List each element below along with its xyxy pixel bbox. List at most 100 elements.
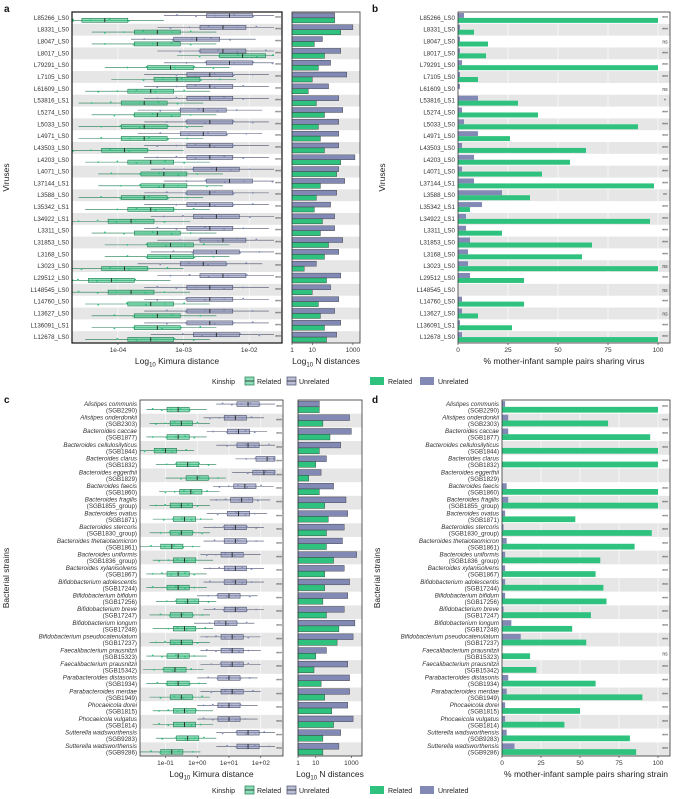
unrelated-share-bar [458,190,502,196]
x-tick-label: 1000 [344,760,359,767]
species-label: Sutterella wadsworthensis [427,729,499,736]
sgb-label: (SGB1934) [106,681,137,688]
unrelated-point [207,275,210,278]
related-point [191,545,194,548]
unrelated-point [143,38,146,41]
b-significance: *** [662,16,668,22]
d-significance: *** [662,487,668,493]
unrelated-point [194,73,197,76]
related-point [116,208,119,211]
unrelated-share-bar [458,142,462,148]
unrelated-point [235,718,237,721]
related-point [145,256,148,259]
related-count-bar [297,420,324,427]
unrelated-share-bar [502,688,507,695]
related-count-bar [297,584,325,591]
unrelated-count-bar [297,455,327,462]
a-significance: *** [275,158,281,164]
related-share-bar [458,136,510,142]
related-point [161,409,163,412]
related-point [154,641,157,644]
unrelated-point [236,622,239,625]
unrelated-share-bar [458,296,462,302]
unrelated-point [248,216,251,219]
x-tick-label: 1e-04 [110,347,127,354]
panel-label-a: a [4,4,10,15]
b-significance: *** [662,51,668,57]
unrelated-point [162,215,165,218]
legend-unrelated-bar-swatch [420,786,434,794]
related-point [174,436,177,438]
unrelated-point [175,155,178,158]
related-point [189,30,192,33]
unrelated-point [207,676,210,679]
species-label: Bacteroides thetaiotaomicron [419,538,500,545]
related-point [159,751,162,754]
related-point [163,221,166,223]
unrelated-point [188,26,191,29]
related-point [108,18,111,21]
related-point [189,477,192,479]
species-label: Faecalibacterium prausnitzii [60,647,137,654]
related-count-bar [297,598,324,605]
related-share-bar [502,447,658,454]
unrelated-point [221,732,224,735]
row-band [140,523,283,537]
related-count-bar [291,265,305,272]
legend-unrelated-box-label: Unrelated [299,379,329,386]
unrelated-point [273,457,275,460]
unrelated-point [223,298,226,301]
unrelated-point [242,690,245,693]
related-point [191,696,194,699]
b-significance: ns [662,311,668,317]
related-point [139,173,141,175]
species-label: Bifidobacterium bifidum [73,593,137,600]
related-share-bar [502,502,658,509]
related-point [97,161,100,164]
row-band [140,550,283,565]
x-tick-label: 1e-02 [241,347,258,354]
related-count-bar [297,748,324,756]
unrelated-share-bar [458,249,468,255]
sgb-label: (SGB1871) [468,517,499,524]
unrelated-point [204,179,207,182]
virus-label: L136091_LS1 [416,322,455,329]
related-point [193,65,196,68]
related-count-bar [291,64,319,71]
unrelated-point [185,192,187,195]
species-label: Bifidobacterium pseudocatenulatum [401,634,499,641]
related-point [184,655,186,658]
related-point [192,491,195,494]
related-point [126,255,129,257]
unrelated-point [236,607,239,610]
unrelated-point [265,470,268,473]
related-count-bar [291,135,321,142]
sgb-label: (SGB1815) [468,709,499,716]
unrelated-count-bar [291,130,339,137]
related-point [184,435,186,438]
unrelated-point [263,731,266,733]
unrelated-point [254,731,256,734]
related-point [187,503,190,506]
c-significance: *** [276,651,282,657]
related-point [167,125,169,127]
related-point [161,327,163,330]
related-point [135,339,138,342]
related-point [120,184,122,187]
a-significance: *** [275,16,281,22]
related-point [135,89,138,92]
related-share-bar [502,612,591,618]
related-point [90,102,93,104]
related-count-bar [297,625,340,632]
unrelated-point [246,472,249,475]
related-point [128,137,131,140]
virus-label: L3311_LS0 [38,228,70,235]
related-point [135,161,138,164]
a-significance: *** [275,323,281,329]
species-label: Bifidobacterium longum [434,620,499,627]
unrelated-point [175,287,178,290]
unrelated-point [241,416,244,419]
sgb-label: (SGB9286) [106,750,137,757]
unrelated-point [185,120,187,123]
unrelated-point [244,513,247,516]
